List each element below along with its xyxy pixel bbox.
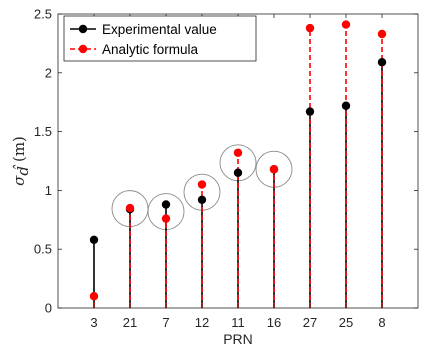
y-tick-label: 1 [45,183,52,198]
x-tick-label: 27 [303,315,317,330]
x-tick-label: 3 [90,315,97,330]
y-tick-label: 2.5 [34,7,52,22]
x-tick-label: 25 [339,315,353,330]
marker-analytic-prn-8 [377,29,387,39]
marker-experimental-prn-12 [197,195,207,205]
marker-experimental-prn-27 [305,107,315,116]
legend-box [63,15,257,62]
x-tick-label: 7 [162,315,169,330]
y-tick-label: 0 [45,301,52,316]
marker-experimental-prn-7 [161,200,171,209]
legend-swatch-marker-analytic [78,44,88,54]
legend-entry-experimental: Experimental value [70,22,217,37]
x-tick-label: 21 [123,315,137,330]
legend-entry-analytic: Analytic formula [70,42,199,57]
y-axis-label: σd̂ (m) [10,136,32,186]
marker-analytic-prn-11 [233,148,243,157]
marker-analytic-prn-12 [197,180,207,189]
y-tick-label: 1.5 [34,124,52,139]
svg-text:σd̂(m): σd̂ (m) [10,136,32,186]
marker-analytic-prn-21 [125,203,135,213]
marker-analytic-prn-25 [341,20,351,29]
legend-label-analytic: Analytic formula [102,42,199,57]
marker-experimental-prn-3 [89,235,99,244]
y-axis-label-unit: (m) [10,136,28,162]
axes: 0 0.5 1 1.5 2 2.5 3 21 7 12 11 16 27 25 8 [34,7,419,330]
x-tick-label: 12 [195,315,209,330]
legend: Experimental value Analytic formula [63,15,257,62]
marker-experimental-prn-25 [341,101,351,110]
x-tick-label: 16 [267,315,281,330]
plot-area [89,20,387,308]
x-tick-label: 11 [231,315,245,330]
marker-analytic-prn-7 [161,214,171,223]
legend-label-experimental: Experimental value [102,22,217,37]
marker-analytic-prn-16 [269,165,279,174]
y-tick-label: 0.5 [34,242,52,257]
legend-swatch-marker-experimental [78,24,88,34]
x-tick-label: 8 [378,315,385,330]
marker-experimental-prn-11 [233,168,243,177]
marker-analytic-prn-3 [89,292,99,301]
y-tick-label: 2 [45,65,52,80]
y-axis-label-subscript: d̂ [13,165,32,176]
marker-experimental-prn-8 [377,58,387,67]
x-axis-label: PRN [223,331,253,347]
marker-analytic-prn-27 [305,23,315,33]
y-axis-label-symbol: σ [10,175,28,186]
